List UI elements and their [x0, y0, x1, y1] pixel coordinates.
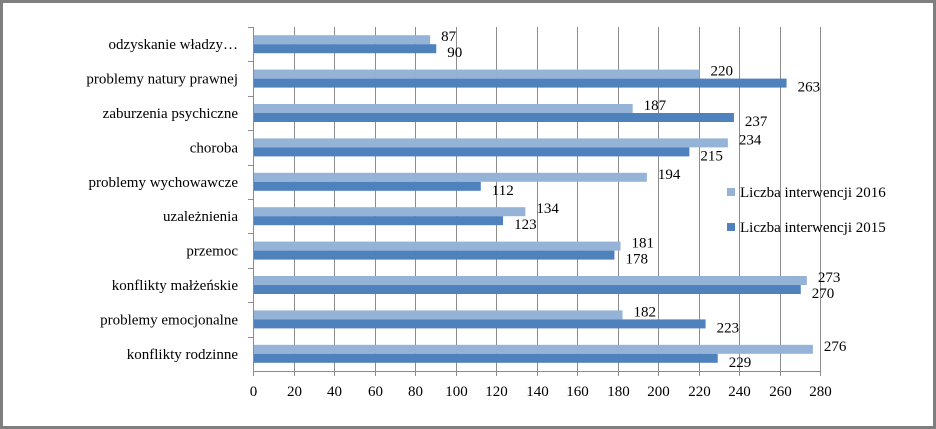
data-label-2016: 234	[739, 132, 762, 148]
bar-2015	[254, 44, 437, 54]
bar-2015	[254, 147, 690, 157]
data-label-2016: 134	[536, 201, 559, 217]
data-label-2016: 87	[441, 29, 457, 45]
category-label: choroba	[190, 140, 239, 156]
x-tick-label: 160	[566, 384, 589, 400]
bar-2015	[254, 78, 787, 88]
x-tick-label: 280	[809, 384, 832, 400]
category-label: problemy emocjonalne	[100, 312, 238, 328]
data-label-2015: 215	[700, 148, 723, 164]
data-label-2015: 112	[492, 183, 514, 199]
bar-2016	[254, 276, 807, 285]
bar-2016	[254, 344, 813, 354]
bar-2016	[254, 104, 633, 113]
bar-2015	[254, 113, 734, 122]
legend-swatch	[727, 223, 735, 231]
bar-2015	[254, 250, 615, 260]
x-tick-label: 60	[368, 384, 383, 400]
x-tick-label: 120	[485, 384, 508, 400]
data-label-2015: 263	[798, 80, 821, 96]
x-tick-label: 200	[647, 384, 670, 400]
bar-2015	[254, 285, 801, 294]
bar-2015	[254, 181, 481, 191]
x-tick-label: 40	[327, 384, 342, 400]
data-label-2015: 229	[729, 355, 752, 371]
bar-2016	[254, 35, 431, 45]
data-label-2016: 182	[634, 304, 657, 320]
bar-2016	[254, 207, 526, 217]
bars	[254, 35, 813, 363]
data-label-2015: 123	[514, 217, 537, 233]
bar-2016	[254, 172, 647, 182]
legend-label: Liczba interwencji 2016	[740, 185, 886, 201]
x-tick-label: 260	[769, 384, 792, 400]
data-label-2016: 187	[644, 98, 667, 114]
x-tick-label: 0	[250, 384, 258, 400]
labels: 0 20 40 60 80 100 120 140 160 180 200 220 240 260 280 o…	[86, 29, 847, 400]
x-tick-label: 80	[408, 384, 423, 400]
data-label-2016: 273	[818, 270, 841, 286]
category-label: uzależnienia	[163, 209, 238, 225]
category-label: konflikty rodzinne	[127, 347, 239, 363]
bar-2016	[254, 69, 700, 79]
category-label: przemoc	[186, 244, 238, 260]
x-tick-label: 140	[526, 384, 549, 400]
category-label: problemy wychowawcze	[88, 175, 238, 191]
legend-label: Liczba interwencji 2015	[740, 220, 886, 236]
data-label-2015: 223	[717, 320, 740, 336]
data-label-2016: 181	[632, 236, 655, 252]
bar-2016	[254, 241, 621, 251]
data-label-2016: 276	[824, 339, 847, 355]
bar-2015	[254, 353, 718, 363]
legend-swatch	[727, 188, 735, 196]
bar-2016	[254, 138, 728, 148]
bar-2015	[254, 216, 504, 226]
category-label: konflikty małżeńskie	[112, 278, 239, 294]
x-tick-label: 180	[607, 384, 630, 400]
data-label-2015: 270	[812, 286, 835, 302]
data-label-2015: 90	[447, 45, 462, 61]
bar-2015	[254, 319, 706, 329]
x-tick-label: 100	[445, 384, 468, 400]
data-label-2015: 178	[625, 252, 648, 268]
category-label: zaburzenia psychiczne	[103, 106, 239, 122]
category-label: odzyskanie władzy…	[108, 37, 238, 53]
axes	[248, 27, 821, 376]
x-tick-label: 220	[688, 384, 711, 400]
bar-2016	[254, 310, 623, 320]
x-tick-label: 20	[287, 384, 302, 400]
x-tick-label: 240	[728, 384, 751, 400]
category-label: problemy natury prawnej	[86, 72, 238, 88]
data-label-2016: 194	[658, 167, 681, 183]
data-label-2015: 237	[745, 114, 768, 130]
legend: Liczba interwencji 2016 Liczba interwencj…	[727, 185, 886, 236]
data-label-2016: 220	[711, 64, 734, 80]
